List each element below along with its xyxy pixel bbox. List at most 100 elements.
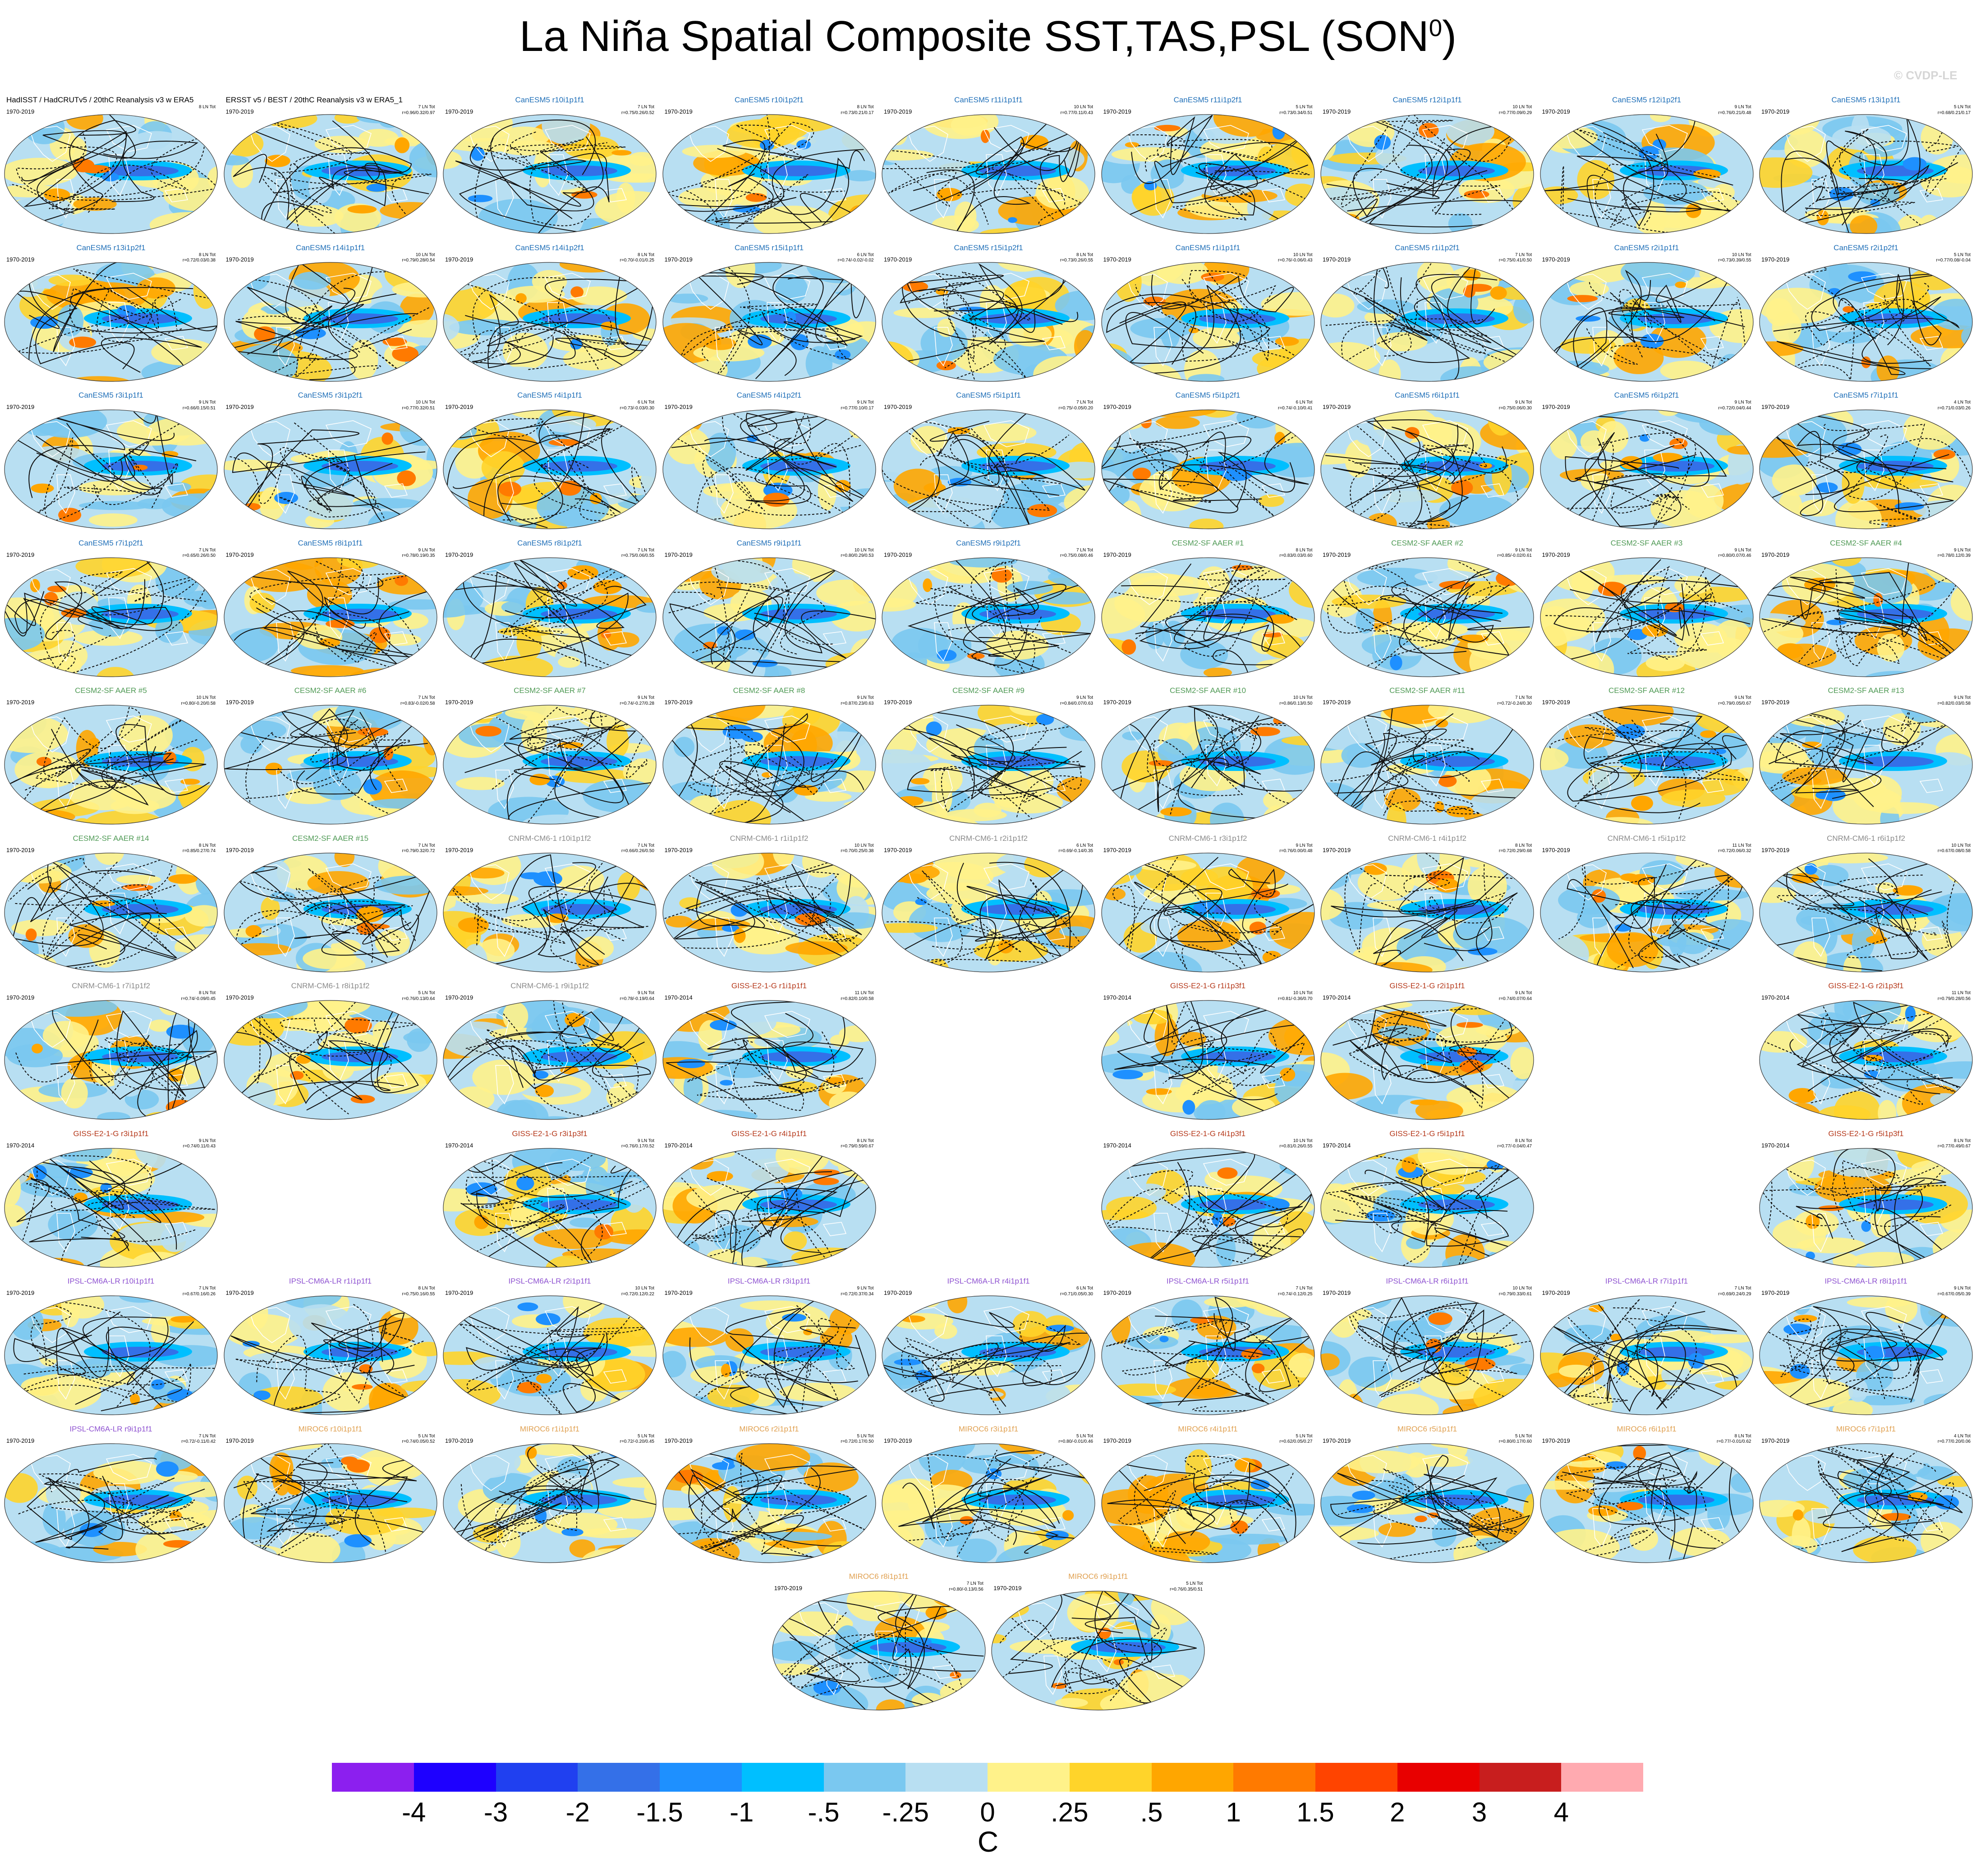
panel-title: CESM2-SF AAER #8 [733, 686, 805, 695]
continent-outline [108, 154, 129, 196]
anomaly-patch [1247, 1555, 1307, 1563]
psl-contour [1206, 270, 1269, 362]
psl-contour [719, 720, 868, 813]
anomaly-hotspot [947, 427, 970, 435]
anomaly-patch [1379, 359, 1401, 381]
continent-outline [1863, 450, 1884, 491]
panel-count-text: 7 LN Tot [1515, 695, 1532, 700]
psl-contour [1569, 589, 1712, 636]
anomaly-patch [882, 115, 900, 147]
psl-contour [668, 173, 796, 212]
anomaly-hotspot [44, 188, 70, 202]
map-border [1759, 409, 1973, 529]
panel-pattern-correlation: r=0.77/0.10/0.17 [841, 405, 874, 411]
panel-event-count: 8 LN Tot r=0.85/0.27/0.74 [183, 843, 216, 854]
anomaly-hotspot [1817, 210, 1829, 225]
psl-contour [882, 708, 1039, 800]
anomaly-hotspot [168, 874, 198, 884]
anomaly-patch [610, 1391, 644, 1415]
psl-contour [261, 1037, 404, 1104]
anomaly-patch [293, 271, 331, 289]
panel-years: 1970-2019 [1103, 404, 1131, 410]
map-border [662, 852, 876, 972]
composite-map [662, 1295, 876, 1415]
psl-contour [1381, 1009, 1483, 1099]
composite-map [1759, 1295, 1973, 1415]
panel-count-text: 7 LN Tot [1296, 1286, 1313, 1291]
panel-count-text: 7 LN Tot [418, 695, 435, 700]
anomaly-hotspot [1415, 1515, 1427, 1522]
continent-outline [764, 125, 810, 152]
psl-contour [273, 123, 370, 234]
map-panel: CanESM5 r7i1p2f1 1970-2019 7 LN Tot r=0.65/… [3, 537, 219, 680]
psl-contour [317, 455, 410, 526]
anomaly-patch [1378, 1522, 1416, 1537]
psl-contour [66, 410, 173, 490]
anomaly-hotspot [745, 193, 767, 202]
map-panel: CNRM-CM6-1 r7i1p1f2 1970-2019 8 LN Tot r=0.… [3, 980, 219, 1123]
la-nina-tongue-core [541, 313, 617, 324]
continent-outline [1425, 745, 1446, 787]
panel-event-count: 9 LN Tot r=0.82/0.03/0.58 [1938, 695, 1971, 706]
psl-contour [1811, 1009, 1960, 1104]
continent-outline [1422, 272, 1468, 300]
map-panel: IPSL-CM6A-LR r3i1p1f1 1970-2019 9 LN Tot r=… [661, 1275, 878, 1418]
colorbar [332, 1763, 1643, 1792]
panel-event-count: 9 LN Tot r=0.84/0.07/0.63 [1060, 695, 1093, 706]
continent-outline [1425, 597, 1446, 639]
continent-outline [766, 302, 788, 344]
anomaly-hotspot [391, 345, 418, 362]
anomaly-patch [224, 953, 243, 972]
psl-contour [1812, 139, 1967, 197]
colorbar-swatch [1479, 1763, 1562, 1792]
continent-outline [544, 125, 591, 152]
continent-outline [1261, 483, 1285, 498]
continent-outline [276, 474, 295, 514]
composite-map [1320, 1147, 1534, 1268]
anomaly-patch [1012, 1311, 1048, 1337]
panel-title: CanESM5 r14i1p1f1 [295, 243, 365, 252]
anomaly-patch [606, 705, 656, 719]
anomaly-patch [1908, 1012, 1968, 1042]
panel-title: GISS-E2-1-G r3i1p1f1 [73, 1129, 149, 1138]
composite-map [662, 1000, 876, 1120]
continent-outline [56, 179, 75, 219]
anomaly-patch [673, 737, 694, 757]
anomaly-patch [977, 705, 1046, 730]
continent-outline [108, 1188, 129, 1230]
psl-contour [1107, 452, 1295, 508]
psl-contour [496, 710, 617, 751]
psl-contour [1380, 594, 1530, 642]
psl-contour [1551, 307, 1647, 371]
psl-contour [1115, 888, 1223, 963]
anomaly-patch [231, 160, 253, 188]
anomaly-patch [131, 131, 182, 151]
anomaly-patch [767, 573, 818, 608]
panel-event-count: 5 LN Tot r=0.76/0.13/0.64 [402, 991, 435, 1002]
anomaly-patch [580, 705, 641, 710]
anomaly-patch [1133, 1009, 1172, 1024]
anomaly-patch [1443, 764, 1491, 795]
anomaly-patch [633, 951, 656, 972]
anomaly-patch [1321, 1148, 1360, 1161]
continent-outline [495, 1065, 514, 1105]
anomaly-hotspot [1435, 878, 1459, 893]
anomaly-patch [1569, 281, 1609, 297]
anomaly-hotspot [730, 903, 748, 917]
continent-outline [248, 569, 290, 605]
psl-contour [1325, 262, 1486, 353]
map-panel: CESM2-SF AAER #11 1970-2019 7 LN Tot r=0.72… [1319, 684, 1535, 828]
continent-outline [1919, 188, 1944, 202]
panel-pattern-correlation: r=0.73/0.26/0.55 [1060, 258, 1093, 263]
map-panel: GISS-E2-1-G r5i1p3f1 1970-2014 8 LN Tot r=0… [1758, 1128, 1974, 1271]
panel-count-text: 5 LN Tot [1515, 1433, 1532, 1439]
continent-outline [764, 1011, 810, 1038]
anomaly-hotspot [245, 925, 262, 937]
map-panel: ERSST v5 / BEST / 20thC Reanalysis v3 w … [222, 94, 439, 237]
psl-contour [1368, 864, 1506, 916]
anomaly-patch [1269, 912, 1314, 951]
anomaly-hotspot [1036, 714, 1054, 725]
psl-contour [14, 1155, 152, 1261]
psl-contour [64, 450, 158, 495]
panel-count-text: 5 LN Tot [418, 1433, 435, 1439]
